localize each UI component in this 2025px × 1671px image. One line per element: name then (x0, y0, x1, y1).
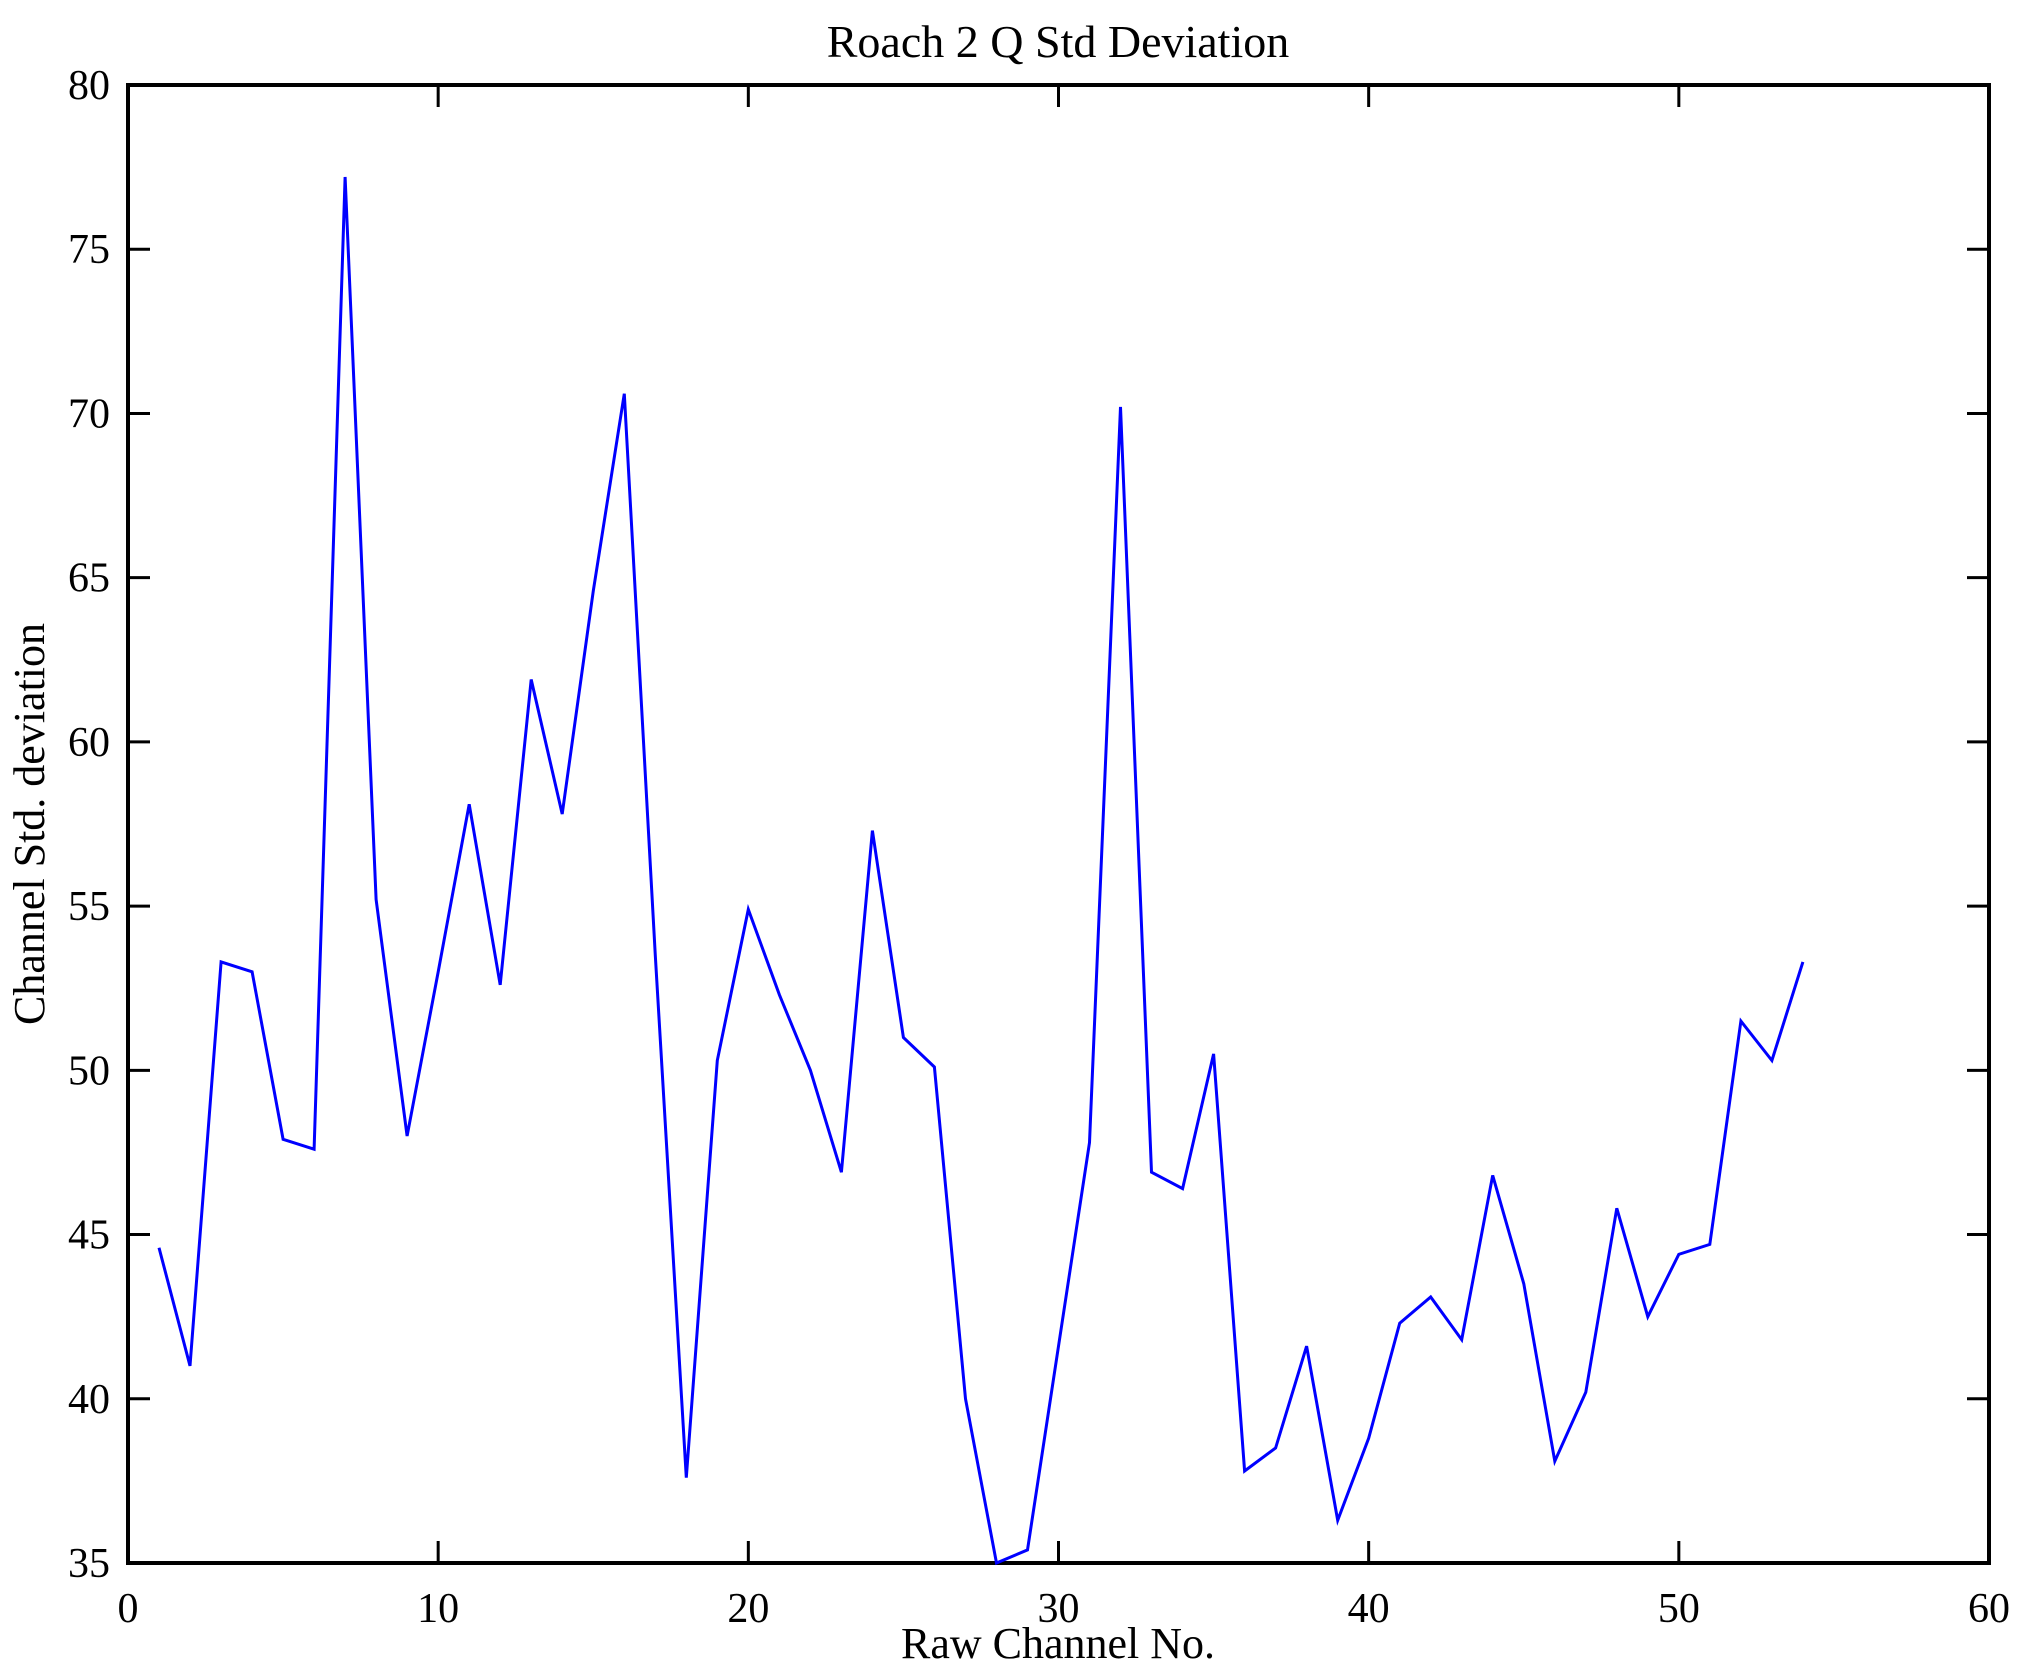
y-tick-label: 45 (68, 1213, 110, 1259)
x-axis-label: Raw Channel No. (901, 1619, 1215, 1668)
x-tick-label: 60 (1968, 1586, 2010, 1632)
y-tick-label: 55 (68, 884, 110, 930)
y-tick-label: 65 (68, 556, 110, 602)
x-tick-label: 10 (417, 1586, 459, 1632)
data-series (157, 176, 1805, 1566)
x-tick-label: 50 (1658, 1586, 1700, 1632)
y-tick-label: 35 (68, 1541, 110, 1587)
y-tick-label: 75 (68, 227, 110, 273)
tick-labels: 0 10 20 30 40 50 60 35 40 45 50 55 60 65 70 75 80 (68, 63, 2010, 1632)
x-tick-label: 40 (1348, 1586, 1390, 1632)
x-tick-label: 20 (727, 1586, 769, 1632)
y-tick-label: 60 (68, 720, 110, 766)
x-tick-label: 0 (118, 1586, 139, 1632)
y-tick-label: 80 (68, 63, 110, 109)
chart-title: Roach 2 Q Std Deviation (827, 16, 1290, 67)
tick-marks (126, 83, 1991, 1565)
y-axis-label: Channel Std. deviation (5, 623, 54, 1025)
x-tick-label: 30 (1038, 1586, 1080, 1632)
y-tick-label: 50 (68, 1048, 110, 1094)
y-tick-label: 40 (68, 1377, 110, 1423)
y-tick-label: 70 (68, 391, 110, 437)
data-line (157, 176, 1805, 1566)
